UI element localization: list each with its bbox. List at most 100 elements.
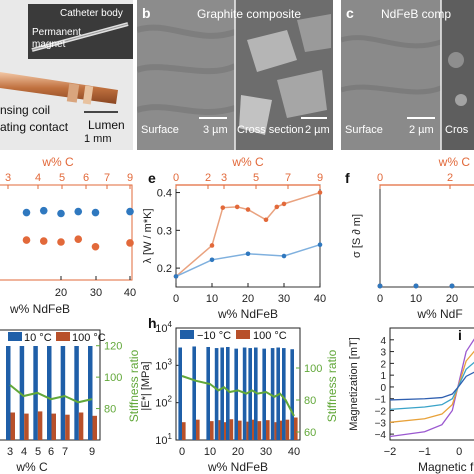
panel-b-title: Graphite composite [197, 7, 302, 21]
panel-i-y-tick: −3 [375, 418, 387, 429]
panel-g-x-tick: 6 [48, 446, 54, 458]
panel-d-top-tick: 9 [127, 172, 133, 184]
panel-f-top-tick: 2 [447, 172, 453, 184]
panel-d-x-tick: 40 [124, 287, 136, 299]
panel-h-cold-bar [206, 346, 210, 440]
panel-d-top-tick: 6 [83, 172, 89, 184]
panel-i-y-tick: −2 [375, 407, 387, 418]
panel-b-scale-right: 2 µm [305, 124, 330, 136]
panel-e-orange-point [209, 243, 215, 248]
contact-band [82, 85, 94, 105]
panel-h-hot-bar [274, 422, 278, 440]
panel-f-x-tick: 20 [446, 293, 458, 305]
panel-f-top-tick: 0 [377, 172, 383, 184]
panel-d-orange-point [22, 236, 31, 244]
panel-f-blue-point [449, 283, 455, 289]
panel-d-x-tick: 20 [55, 287, 67, 299]
panel-i-y-tick: −4 [375, 430, 387, 441]
panel-h-xlabel: w% NdFeB [207, 460, 268, 474]
panel-g-x-tick: 3 [7, 446, 13, 458]
panel-d-blue-point [39, 206, 48, 215]
panel-c-title: NdFeB comp [381, 7, 452, 21]
panel-i-ylabel: Magnetization [mT] [348, 337, 360, 431]
panel-f-xlabel: w% NdF [416, 307, 462, 321]
panel-g-cold-bar [60, 346, 66, 440]
panel-c-surface: Surface [345, 124, 383, 136]
panel-d-blue-point [22, 208, 31, 217]
panel-h-cold-bar [192, 346, 196, 440]
panel-e-blue-point [209, 257, 215, 263]
panel-e-y-tick: 0.4 [157, 188, 172, 200]
panel-e-letter: e [148, 170, 156, 186]
panel-h-cold-bar [282, 348, 286, 440]
panel-h-hot-bar [224, 422, 228, 440]
lumen-label: Lumen [88, 118, 125, 132]
panel-e-blue-point [173, 274, 179, 279]
panel-g-hot-bar [65, 414, 70, 440]
panel-d-blue-point [57, 209, 65, 218]
panel-g-x-tick: 9 [89, 446, 95, 458]
panel-h-right-tick: 60 [304, 427, 316, 439]
panel-i-x-tick: −1 [418, 446, 431, 458]
panel-i-y-tick: 3 [380, 348, 386, 359]
panel-h-cold-bar [178, 347, 182, 440]
panel-g-right-tick: 80 [104, 404, 116, 416]
panel-h-y-tick: 103 [155, 357, 172, 372]
panel-h-x-tick: 40 [288, 446, 300, 458]
panel-g-legend-cold-swatch [8, 332, 22, 341]
panel-d-blue-point [74, 207, 83, 216]
sem-graphite-panel: b Graphite composite Surface 3 µm Cross … [137, 0, 333, 150]
panel-g-cold-bar [19, 346, 25, 440]
sem-ndfeb-panel: c NdFeB comp Surface 2 µm Cros [341, 0, 474, 150]
panel-h-cold-bar [234, 348, 238, 440]
panel-d-top-tick: 5 [59, 172, 65, 184]
panel-i-hysteresis-curve [389, 338, 474, 438]
panel-h-hot-bar [210, 421, 214, 440]
panel-d-orange-point [91, 242, 100, 251]
panel-f-blue-point [377, 283, 383, 289]
panel-f-top-label: w% C [438, 155, 471, 169]
panel-e-x-tick: 0 [173, 293, 179, 305]
panel-g-hot-bar [24, 413, 29, 440]
panel-h-x-tick: 20 [232, 446, 244, 458]
panel-e-ylabel: λ [W / m*K] [142, 209, 154, 264]
panel-h-y-tick: 104 [155, 320, 172, 335]
panel-e-top-label: w% C [231, 155, 264, 169]
panel-e-top-tick: 0 [173, 172, 179, 184]
panel-g-xlabel: w% C [15, 460, 48, 474]
panel-e-orange-point [234, 204, 240, 210]
panel-h-x-tick: 0 [179, 446, 185, 458]
panel-e-orange-point [220, 205, 226, 210]
panel-g-right-tick: 100 [104, 372, 122, 384]
panel-f-x-tick: 10 [410, 293, 422, 305]
panel-h-hot-bar [218, 420, 222, 440]
panel-h-hot-bar [257, 421, 262, 440]
panel-d-top-tick: 3 [5, 172, 11, 184]
panel-e-blue-point [245, 251, 251, 257]
panel-e-blue-point [281, 253, 287, 259]
catheter-body-label: Catheter body [60, 8, 123, 19]
panel-e-orange-point [317, 190, 323, 195]
panel-e-orange-line [175, 191, 321, 277]
panel-d-orange-point [74, 235, 83, 243]
panel-f-letter: f [345, 170, 350, 186]
panel-b-scale-left: 3 µm [203, 124, 228, 136]
panel-i-hysteresis-curve [389, 350, 474, 423]
panel-g-hot-bar [37, 411, 43, 440]
panel-e-top-tick: 7 [285, 172, 291, 184]
panel-e-xlabel: w% NdFeB [217, 307, 278, 321]
panel-d-blue-point [126, 207, 134, 216]
panel-c-letter: c [346, 5, 354, 21]
panel-g-legend-cold: 10 °C [24, 332, 52, 344]
panel-g-ratio-line [9, 384, 93, 404]
sem-graphite-texture [137, 0, 333, 150]
panel-h-cold-bar [270, 348, 275, 440]
panel-i-xlabel: Magnetic fi [418, 460, 474, 474]
panel-h-right-tick: 80 [304, 395, 316, 407]
panel-e-top-tick: 5 [253, 172, 259, 184]
panel-e-x-tick: 20 [242, 293, 254, 305]
panel-h-legend-hot-swatch [236, 330, 250, 339]
panel-h-hot-bar [294, 417, 298, 440]
panel-g-right-tick: 120 [104, 341, 122, 353]
panel-h-x-tick: 10 [204, 446, 216, 458]
